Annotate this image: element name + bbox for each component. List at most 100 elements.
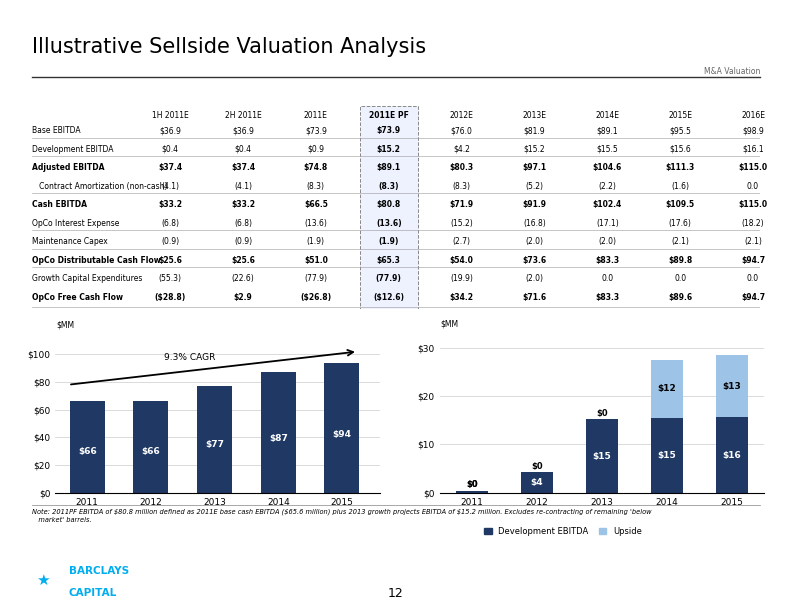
Text: BARCLAYS: BARCLAYS xyxy=(69,567,129,577)
Text: $0: $0 xyxy=(596,409,607,418)
Text: $102.4: $102.4 xyxy=(592,200,622,209)
Text: $71.9: $71.9 xyxy=(450,200,474,209)
Text: Expansion EBITDA: Expansion EBITDA xyxy=(524,316,637,326)
Text: 0.0: 0.0 xyxy=(747,182,759,191)
Text: $73.9: $73.9 xyxy=(305,126,327,135)
Text: Base EBITDA: Base EBITDA xyxy=(32,126,80,135)
Text: (2.7): (2.7) xyxy=(452,237,470,246)
Text: ($12.6): ($12.6) xyxy=(373,293,404,302)
Text: (17.6): (17.6) xyxy=(668,218,691,228)
Bar xyxy=(456,491,488,493)
Text: $33.2: $33.2 xyxy=(231,200,255,209)
Text: $15.2: $15.2 xyxy=(377,145,401,154)
Text: OpCo Distributable Cash Flow: OpCo Distributable Cash Flow xyxy=(32,256,161,264)
Text: $94: $94 xyxy=(333,430,352,439)
Bar xyxy=(716,417,748,493)
Text: $115.0: $115.0 xyxy=(738,200,767,209)
Text: (22.6): (22.6) xyxy=(231,274,254,283)
Text: $80.3: $80.3 xyxy=(450,163,474,172)
Text: (15.2): (15.2) xyxy=(450,218,473,228)
Text: (19.9): (19.9) xyxy=(450,274,473,283)
Text: $95.5: $95.5 xyxy=(669,126,691,135)
Text: (1.6): (1.6) xyxy=(671,182,689,191)
Text: 2011E: 2011E xyxy=(304,111,328,119)
Text: ($26.8): ($26.8) xyxy=(300,293,331,302)
Text: $25.6: $25.6 xyxy=(158,256,182,264)
Text: $94.7: $94.7 xyxy=(741,293,765,302)
Text: (4.1): (4.1) xyxy=(161,182,179,191)
Text: $37.4: $37.4 xyxy=(158,163,182,172)
Text: $111.3: $111.3 xyxy=(665,163,695,172)
Text: $0.9: $0.9 xyxy=(307,145,325,154)
Text: 0.0: 0.0 xyxy=(601,274,613,283)
Text: (8.3): (8.3) xyxy=(379,182,399,191)
Text: (2.0): (2.0) xyxy=(598,237,616,246)
Text: Contract Amortization (non-cash): Contract Amortization (non-cash) xyxy=(32,182,167,191)
Text: 0.0: 0.0 xyxy=(674,274,686,283)
Text: $15.2: $15.2 xyxy=(524,145,545,154)
Text: $89.6: $89.6 xyxy=(668,293,692,302)
Bar xyxy=(325,362,360,493)
Text: $73.9: $73.9 xyxy=(377,126,401,135)
Text: Financial Projections: Financial Projections xyxy=(327,84,465,97)
Text: 9.3% CAGR: 9.3% CAGR xyxy=(164,353,215,362)
Text: $16.1: $16.1 xyxy=(742,145,763,154)
Text: $37.4: $37.4 xyxy=(231,163,255,172)
Bar xyxy=(586,419,619,493)
Text: $80.8: $80.8 xyxy=(376,200,401,209)
Text: (8.3): (8.3) xyxy=(307,182,325,191)
Text: $83.3: $83.3 xyxy=(596,256,619,264)
Text: $89.1: $89.1 xyxy=(596,126,618,135)
Text: (17.1): (17.1) xyxy=(596,218,619,228)
Text: 2012E: 2012E xyxy=(450,111,474,119)
Text: $25.6: $25.6 xyxy=(231,256,255,264)
Text: $15.5: $15.5 xyxy=(596,145,619,154)
Text: 1H 2011E: 1H 2011E xyxy=(152,111,188,119)
Text: $89.1: $89.1 xyxy=(377,163,401,172)
Text: $0: $0 xyxy=(531,462,543,471)
Text: $74.8: $74.8 xyxy=(303,163,328,172)
Text: (77.9): (77.9) xyxy=(304,274,327,283)
Text: $89.8: $89.8 xyxy=(668,256,692,264)
Text: $2.9: $2.9 xyxy=(234,293,253,302)
Text: $98.9: $98.9 xyxy=(742,126,764,135)
Bar xyxy=(133,401,169,493)
Bar xyxy=(70,401,105,493)
Text: Adjusted EBITDA: Adjusted EBITDA xyxy=(32,163,105,172)
Text: $33.2: $33.2 xyxy=(158,200,182,209)
Bar xyxy=(651,360,683,418)
Text: $97.1: $97.1 xyxy=(523,163,546,172)
Text: Illustrative Sellside Valuation Analysis: Illustrative Sellside Valuation Analysis xyxy=(32,37,426,57)
Text: (4.1): (4.1) xyxy=(234,182,252,191)
Text: (13.6): (13.6) xyxy=(376,218,402,228)
Bar xyxy=(651,418,683,493)
Text: $66.5: $66.5 xyxy=(304,200,328,209)
Text: $81.9: $81.9 xyxy=(524,126,545,135)
Text: $104.6: $104.6 xyxy=(592,163,622,172)
Legend: Development EBITDA, Upside: Development EBITDA, Upside xyxy=(481,524,645,539)
Text: (0.9): (0.9) xyxy=(234,237,252,246)
Text: $36.9: $36.9 xyxy=(232,126,254,135)
Text: $65.3: $65.3 xyxy=(377,256,401,264)
Text: OpCo Free Cash Flow: OpCo Free Cash Flow xyxy=(32,293,123,302)
Text: $66: $66 xyxy=(78,447,97,456)
Text: $66: $66 xyxy=(142,447,160,456)
Bar xyxy=(521,472,553,493)
Text: (2.2): (2.2) xyxy=(599,182,616,191)
Text: $15.6: $15.6 xyxy=(669,145,691,154)
Text: $76.0: $76.0 xyxy=(451,126,473,135)
Text: $94.7: $94.7 xyxy=(741,256,765,264)
Text: $51.0: $51.0 xyxy=(304,256,328,264)
Text: (1.9): (1.9) xyxy=(379,237,399,246)
Text: Cash EBITDA: Cash EBITDA xyxy=(32,200,86,209)
Text: (6.8): (6.8) xyxy=(234,218,252,228)
Text: $15: $15 xyxy=(657,451,676,460)
Text: $13: $13 xyxy=(722,382,741,390)
Text: Development EBITDA: Development EBITDA xyxy=(32,145,113,154)
Text: $91.9: $91.9 xyxy=(523,200,546,209)
Text: $4: $4 xyxy=(531,478,543,487)
Text: $15: $15 xyxy=(592,452,611,460)
Text: (2.1): (2.1) xyxy=(672,237,689,246)
Text: ★: ★ xyxy=(36,573,50,588)
Text: 0.0: 0.0 xyxy=(747,274,759,283)
